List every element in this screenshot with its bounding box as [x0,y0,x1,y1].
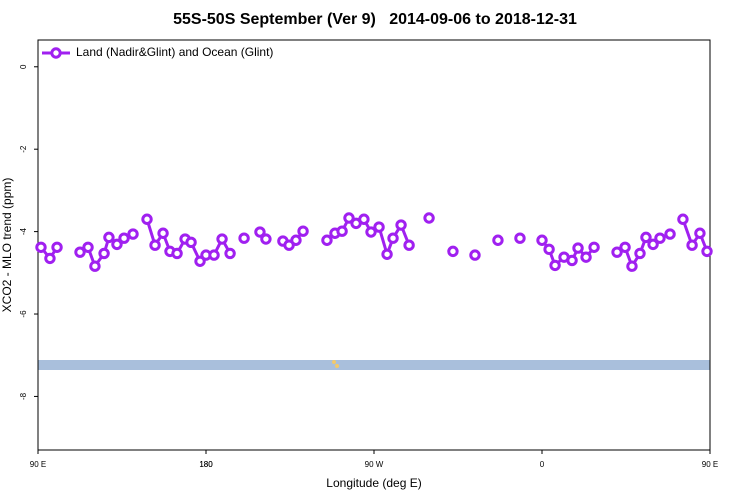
point [82,241,94,253]
x-axis-label: Longitude (deg E) [326,476,421,490]
point [395,219,407,231]
point [514,232,526,244]
point [694,227,706,239]
legend-marker [50,47,62,59]
y-tick-label: -6 [19,310,28,318]
point [640,231,652,244]
land-dot [335,364,339,368]
x-tick-label: 90 W [365,460,384,469]
x-tick-label: 90 E [702,460,718,469]
point [664,228,676,240]
point [423,212,435,224]
point [373,221,385,233]
point [634,247,646,260]
point [185,236,197,249]
land-dot [332,360,336,364]
point [654,232,666,244]
point [580,251,592,263]
plot-frame [37,39,711,451]
point [566,254,578,267]
surface-band [38,360,710,370]
point [118,232,130,244]
point [224,247,236,260]
point [51,241,63,253]
point [290,234,302,246]
point [35,241,47,253]
point [74,246,86,258]
y-tick-label: -4 [19,228,28,236]
point [321,234,333,246]
y-tick-label: 0 [19,64,28,69]
point [647,238,659,251]
point [588,241,600,253]
point [536,234,548,246]
y-tick-label: -2 [19,145,28,153]
point [111,238,123,251]
point [89,260,101,272]
point [358,213,370,225]
x-tick-label: 180 [199,460,213,469]
point [611,246,623,258]
point [103,231,115,244]
point [403,239,415,251]
point [626,260,638,272]
point [260,233,272,245]
point [127,228,139,240]
point [216,233,228,245]
point [387,232,399,244]
point [543,243,555,256]
point [98,247,110,260]
point [238,232,250,244]
point [701,245,713,258]
point [469,249,481,261]
x-tick-label: 0 [540,460,545,469]
point [492,234,504,246]
point [619,241,631,253]
point [336,225,348,237]
x-tick-label: 90 E [30,460,46,469]
point [297,225,309,237]
point [171,247,183,260]
point [44,252,56,265]
x-tick-label: 180 [199,460,213,469]
point [157,227,169,239]
point [686,239,698,251]
point [572,242,584,254]
point [141,213,153,225]
point [343,212,355,224]
point [149,239,161,251]
chart-title: 55S-50S September (Ver 9) 2014-09-06 to … [173,11,577,28]
point [381,248,393,260]
point [208,249,220,261]
y-axis-label: XCO2 - MLO trend (ppm) [0,178,14,313]
point [447,245,459,258]
point [677,213,689,225]
point [549,259,561,272]
legend-label: Land (Nadir&Glint) and Ocean (Glint) [76,45,273,59]
y-tick-label: -8 [19,392,28,400]
point [254,226,266,238]
point [365,226,377,238]
